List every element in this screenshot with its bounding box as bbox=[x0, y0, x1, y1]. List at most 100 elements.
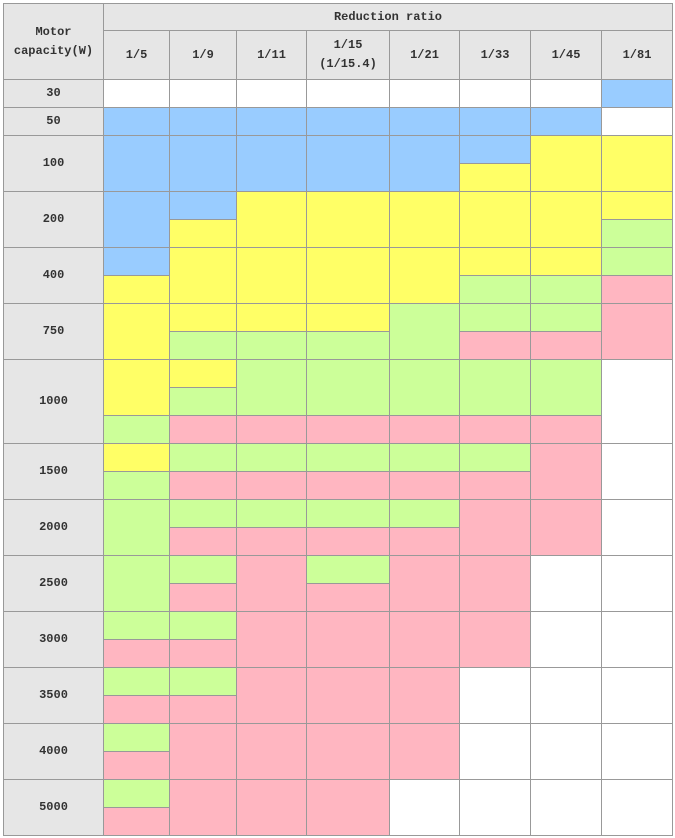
cell-segment bbox=[307, 612, 389, 667]
cell-segment bbox=[460, 500, 530, 555]
cell-segment bbox=[104, 444, 169, 471]
cell-segment bbox=[104, 668, 169, 695]
cell-segment bbox=[307, 304, 389, 331]
cell-segment bbox=[307, 136, 389, 191]
cell-segment bbox=[602, 108, 672, 135]
cell bbox=[306, 107, 390, 136]
cell-segment bbox=[307, 527, 389, 555]
cell-segment bbox=[170, 695, 236, 723]
row-header: 4000 bbox=[3, 723, 104, 780]
cell-segment bbox=[170, 471, 236, 499]
cell bbox=[459, 79, 531, 108]
cell-segment bbox=[104, 807, 169, 835]
cell-segment bbox=[602, 219, 672, 247]
cell-segment bbox=[307, 192, 389, 247]
row-header: 30 bbox=[3, 79, 104, 108]
cell-segment bbox=[170, 780, 236, 835]
cell bbox=[389, 779, 460, 836]
cell bbox=[389, 135, 460, 192]
cell-segment bbox=[531, 612, 601, 667]
cell-segment bbox=[104, 80, 169, 107]
cell bbox=[459, 555, 531, 612]
cell-segment bbox=[170, 527, 236, 555]
cell-segment bbox=[307, 415, 389, 443]
cell bbox=[530, 555, 602, 612]
cell-segment bbox=[390, 248, 459, 303]
cell-segment bbox=[460, 556, 530, 611]
corner-header: Motor capacity(W) bbox=[3, 3, 104, 80]
cell bbox=[236, 723, 307, 780]
cell bbox=[530, 443, 602, 500]
column-header: 1/33 bbox=[459, 30, 531, 80]
cell bbox=[236, 247, 307, 304]
cell-segment bbox=[460, 136, 530, 163]
cell-segment bbox=[237, 527, 306, 555]
cell-segment bbox=[170, 415, 236, 443]
cell-segment bbox=[104, 556, 169, 611]
cell bbox=[306, 611, 390, 668]
cell bbox=[601, 359, 673, 444]
cell-segment bbox=[170, 556, 236, 583]
column-header: 1/5 bbox=[103, 30, 170, 80]
cell bbox=[459, 191, 531, 248]
cell bbox=[169, 359, 237, 444]
cell-segment bbox=[460, 415, 530, 443]
cell bbox=[306, 79, 390, 108]
cell-segment bbox=[602, 80, 672, 107]
cell bbox=[103, 443, 170, 500]
cell bbox=[236, 303, 307, 360]
row-header: 3000 bbox=[3, 611, 104, 668]
cell-segment bbox=[460, 444, 530, 471]
cell-segment bbox=[104, 136, 169, 191]
cell-segment bbox=[170, 387, 236, 415]
cell bbox=[306, 443, 390, 500]
cell-segment bbox=[307, 583, 389, 611]
cell bbox=[530, 779, 602, 836]
cell-segment bbox=[460, 192, 530, 247]
cell-segment bbox=[602, 444, 672, 499]
cell-segment bbox=[531, 780, 601, 835]
cell-segment bbox=[104, 612, 169, 639]
cell bbox=[236, 443, 307, 500]
cell-segment bbox=[104, 780, 169, 807]
cell bbox=[601, 443, 673, 500]
cell bbox=[601, 303, 673, 360]
cell-segment bbox=[237, 471, 306, 499]
cell bbox=[459, 443, 531, 500]
cell bbox=[530, 107, 602, 136]
cell bbox=[306, 499, 390, 556]
cell-segment bbox=[170, 668, 236, 695]
cell-segment bbox=[170, 304, 236, 331]
cell bbox=[459, 499, 531, 556]
cell bbox=[236, 79, 307, 108]
cell bbox=[389, 723, 460, 780]
column-header: 1/81 bbox=[601, 30, 673, 80]
cell bbox=[459, 667, 531, 724]
row-header: 5000 bbox=[3, 779, 104, 836]
cell-segment bbox=[390, 668, 459, 723]
cell-segment bbox=[104, 415, 169, 443]
cell bbox=[601, 107, 673, 136]
cell-segment bbox=[390, 80, 459, 107]
row-header: 750 bbox=[3, 303, 104, 360]
cell-segment bbox=[531, 556, 601, 611]
cell-segment bbox=[237, 612, 306, 667]
cell-segment bbox=[460, 163, 530, 191]
cell-segment bbox=[307, 471, 389, 499]
column-header: 1/9 bbox=[169, 30, 237, 80]
cell-segment bbox=[531, 248, 601, 275]
cell-segment bbox=[531, 304, 601, 331]
cell-segment bbox=[460, 80, 530, 107]
cell-segment bbox=[104, 695, 169, 723]
cell-segment bbox=[460, 668, 530, 723]
cell bbox=[169, 107, 237, 136]
cell-segment bbox=[307, 444, 389, 471]
cell bbox=[530, 303, 602, 360]
cell bbox=[389, 667, 460, 724]
cell bbox=[389, 191, 460, 248]
cell-segment bbox=[307, 248, 389, 303]
cell-segment bbox=[237, 331, 306, 359]
cell-segment bbox=[237, 192, 306, 247]
cell-segment bbox=[390, 192, 459, 247]
cell bbox=[103, 723, 170, 780]
